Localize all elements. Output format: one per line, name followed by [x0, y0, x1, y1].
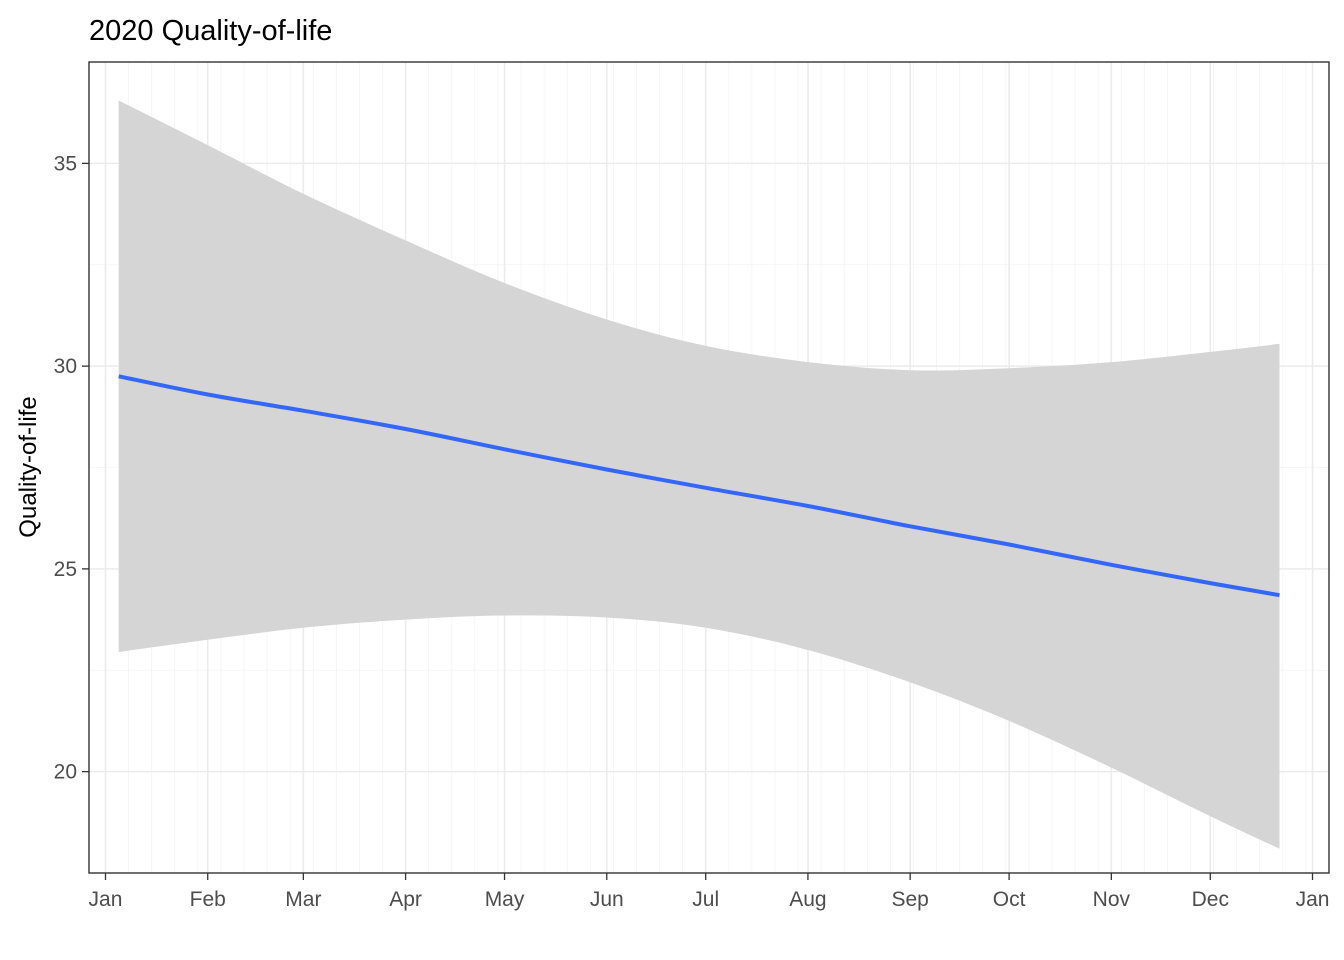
x-tick-label: Jun: [590, 888, 624, 911]
x-tick-label: Dec: [1192, 888, 1229, 911]
x-tick-label: Sep: [891, 888, 928, 911]
y-tick-label: 20: [54, 761, 77, 784]
x-tick-label: Nov: [1093, 888, 1131, 911]
y-axis: 20 25 30 35: [54, 152, 89, 784]
y-axis-title: Quality-of-life: [15, 396, 42, 537]
x-tick-label: Aug: [789, 888, 826, 911]
trend-line: [118, 374, 1280, 598]
x-tick-label: Jan: [89, 888, 123, 911]
x-tick-label: Apr: [389, 888, 422, 911]
x-tick-label: Oct: [993, 888, 1026, 911]
x-tick-label: Jan: [1296, 888, 1330, 911]
x-tick-label: May: [485, 888, 525, 911]
y-tick-label: 30: [54, 355, 77, 378]
confidence-band: [118, 100, 1280, 849]
x-axis: Jan Feb Mar Apr May Jun Jul Aug Sep Oct Nov Dec Jan: [89, 873, 1330, 911]
y-tick-label: 25: [54, 558, 77, 581]
x-tick-label: Jul: [692, 888, 719, 911]
confidence-band-layer: [118, 100, 1280, 849]
x-tick-label: Mar: [285, 888, 321, 911]
chart-title: 2020 Quality-of-life: [89, 15, 332, 47]
panel-border: [88, 61, 1330, 874]
x-tick-label: Feb: [190, 888, 226, 911]
trend-line-layer: [118, 374, 1280, 598]
y-tick-label: 35: [54, 152, 77, 175]
